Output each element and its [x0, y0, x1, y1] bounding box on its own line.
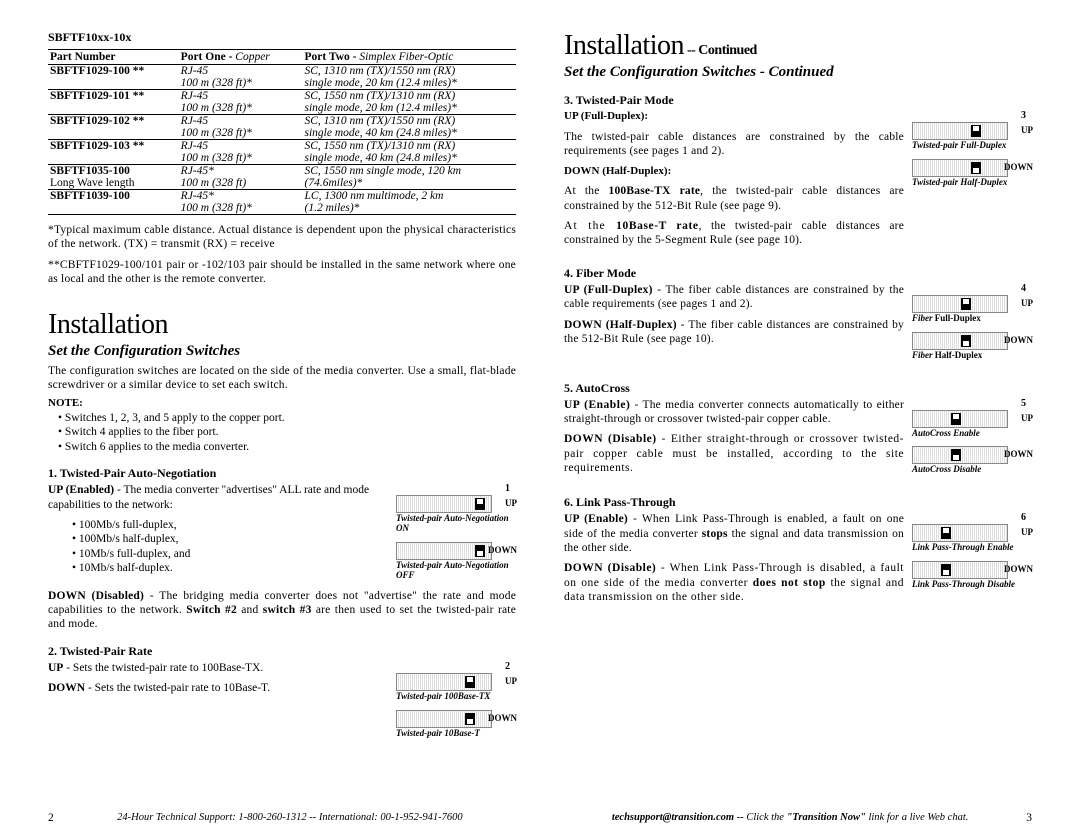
page-right: Installation -- Continued Set the Config…: [540, 30, 1046, 824]
sec6-text: UP (Enable) - When Link Pass-Through is …: [564, 512, 904, 610]
intro-text: The configuration switches are located o…: [48, 364, 516, 455]
sec6-switch-diagram: 6 UP Link Pass-Through Enable DOWN Link …: [912, 512, 1032, 598]
note-list: Switches 1, 2, 3, and 5 apply to the cop…: [48, 411, 516, 454]
heading-installation: Installation: [48, 309, 516, 341]
sec1-text: UP (Enabled) - The media converter "adve…: [48, 483, 388, 575]
model-header: SBFTF10xx-10x: [48, 30, 516, 45]
footer-text: 24-Hour Technical Support: 1-800-260-131…: [54, 812, 526, 824]
sec2-text: UP - Sets the twisted-pair rate to 100Ba…: [48, 661, 388, 702]
sec2-switch-diagram: 2 UP Twisted-pair 100Base-TX DOWN Twiste…: [396, 661, 516, 747]
sec1-down: DOWN (Disabled) - The bridging media con…: [48, 589, 516, 632]
sec4-text: UP (Full-Duplex) - The fiber cable dista…: [564, 283, 904, 353]
sec3-text: UP (Full-Duplex): The twisted-pair cable…: [564, 110, 904, 254]
sec3-switch-diagram: 3 UP Twisted-pair Full-Duplex DOWN Twist…: [912, 110, 1032, 196]
sec1-title: 1. Twisted-Pair Auto-Negotiation: [48, 466, 516, 481]
page-number: 3: [1026, 812, 1032, 824]
footnote-1: *Typical maximum cable distance. Actual …: [48, 223, 516, 252]
sec5-text: UP (Enable) - The media converter connec…: [564, 398, 904, 482]
footer-left: 2 24-Hour Technical Support: 1-800-260-1…: [48, 808, 526, 824]
parts-table: Part Number Port One - Copper Port Two -…: [48, 49, 516, 215]
th-port1: Port One - Copper: [179, 50, 303, 65]
subhead-config-cont: Set the Configuration Switches - Continu…: [564, 64, 1032, 81]
subhead-config: Set the Configuration Switches: [48, 343, 516, 360]
th-port2: Port Two - Simplex Fiber-Optic: [303, 50, 517, 65]
footer-text-right: techsupport@transition.com -- Click the …: [554, 812, 1026, 824]
sec5-switch-diagram: 5 UP AutoCross Enable DOWN AutoCross Dis…: [912, 398, 1032, 484]
sec3-title: 3. Twisted-Pair Mode: [564, 93, 1032, 108]
sec5-title: 5. AutoCross: [564, 381, 1032, 396]
note-label: NOTE:: [48, 397, 516, 411]
heading-installation-cont: Installation -- Continued: [564, 30, 1032, 62]
sec4-title: 4. Fiber Mode: [564, 266, 1032, 281]
footnotes: *Typical maximum cable distance. Actual …: [48, 223, 516, 287]
page-left: SBFTF10xx-10x Part Number Port One - Cop…: [34, 30, 540, 824]
sec2-title: 2. Twisted-Pair Rate: [48, 644, 516, 659]
sec1-switch-diagram: 1 UP Twisted-pair Auto-Negotiation ON DO…: [396, 483, 516, 589]
footer-right: techsupport@transition.com -- Click the …: [554, 808, 1032, 824]
sec4-switch-diagram: 4 UP Fiber Full-Duplex DOWN Fiber Half-D…: [912, 283, 1032, 369]
footnote-2: **CBFTF1029-100/101 pair or -102/103 pai…: [48, 258, 516, 287]
sec6-title: 6. Link Pass-Through: [564, 495, 1032, 510]
th-part: Part Number: [48, 50, 179, 65]
